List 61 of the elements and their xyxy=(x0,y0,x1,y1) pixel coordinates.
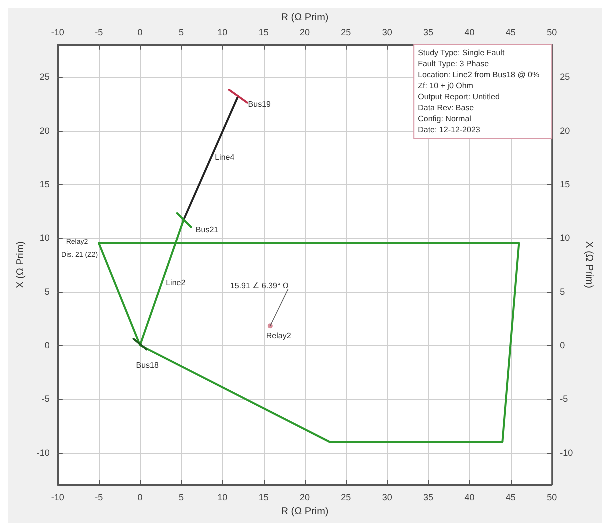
x-tick-label: 15 xyxy=(258,492,269,502)
y2-tick-label: -5 xyxy=(560,394,568,404)
y2-tick-label: 25 xyxy=(560,72,570,82)
y2-tick-label: -10 xyxy=(560,448,574,458)
x2-tick-label: 5 xyxy=(178,27,184,38)
annotation: Relay2 xyxy=(266,332,292,341)
y-tick-label: -5 xyxy=(42,394,50,404)
x2-tick-label: 0 xyxy=(138,27,143,38)
x2-tick-label: -5 xyxy=(95,27,104,38)
y2-tick-label: 0 xyxy=(560,340,566,350)
y-tick-label: 10 xyxy=(40,233,50,244)
annotation: Fault Type: 3 Phase xyxy=(418,59,490,68)
x2-tick-label: 40 xyxy=(464,27,475,38)
y-tick-label: 15 xyxy=(40,179,50,190)
x2-axis-title: R (Ω Prim) xyxy=(281,12,329,24)
x-tick-label: 50 xyxy=(547,492,558,502)
y2-axis-title: X (Ω Prim) xyxy=(584,241,594,288)
annotation: Zf: 10 + j0 Ohm xyxy=(418,81,474,90)
x-tick-label: -5 xyxy=(95,492,104,502)
annotation: Bus21 xyxy=(196,225,220,234)
annotation: 15.91 ∠ 6.39° Ω xyxy=(230,282,289,291)
x2-tick-label: 35 xyxy=(424,27,434,38)
x2-tick-label: 20 xyxy=(300,27,310,38)
x2-tick-label: 25 xyxy=(341,27,352,38)
x-tick-label: 20 xyxy=(300,492,310,502)
x-tick-label: 5 xyxy=(178,492,184,502)
annotation: Output Report: Untitled xyxy=(418,92,500,102)
y-axis-title: X (Ω Prim) xyxy=(16,241,26,288)
annotation: Location: Line2 from Bus18 @ 0% xyxy=(418,70,540,80)
y-tick-label: 20 xyxy=(40,126,50,136)
x2-tick-label: 30 xyxy=(382,27,392,38)
x-axis-title: R (Ω Prim) xyxy=(281,506,329,518)
annotation: Bus19 xyxy=(248,100,272,109)
annotation: Line2 xyxy=(166,278,186,288)
annotation: Study Type: Single Fault xyxy=(418,48,506,58)
y2-tick-label: 10 xyxy=(560,233,570,244)
x2-tick-label: -10 xyxy=(51,27,64,38)
x-tick-label: 0 xyxy=(138,492,143,502)
annotation: Config: Normal xyxy=(418,114,472,124)
x-tick-label: 40 xyxy=(464,492,475,502)
annotation: Bus18 xyxy=(136,360,160,370)
x2-tick-label: 45 xyxy=(506,27,516,38)
y2-tick-label: 5 xyxy=(560,286,566,297)
x-tick-label: 10 xyxy=(218,492,228,502)
annotation: Data Rev: Base xyxy=(418,103,475,112)
x2-tick-label: 15 xyxy=(258,27,269,38)
y-tick-label: 5 xyxy=(44,286,50,297)
x-tick-label: 25 xyxy=(341,492,352,502)
y2-tick-label: 15 xyxy=(560,179,570,190)
y-tick-label: 25 xyxy=(40,72,50,82)
y-tick-label: 0 xyxy=(44,340,50,350)
y-tick-label: -10 xyxy=(36,448,50,458)
annotation: Date: 12-12-2023 xyxy=(418,125,481,134)
x2-tick-label: 50 xyxy=(547,27,558,38)
x-tick-label: 30 xyxy=(382,492,392,502)
x-tick-label: -10 xyxy=(51,492,64,502)
y2-tick-label: 20 xyxy=(560,126,570,136)
annotation: Line4 xyxy=(215,153,236,162)
x-tick-label: 45 xyxy=(506,492,516,502)
x-tick-label: 35 xyxy=(424,492,434,502)
x2-tick-label: 10 xyxy=(218,27,228,38)
